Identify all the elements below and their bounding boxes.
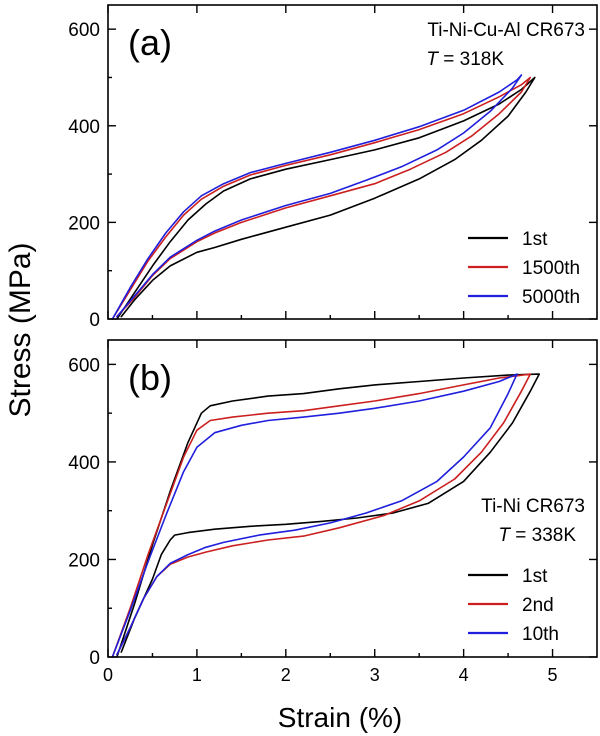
panel-a-legend-label-5000th: 5000th bbox=[522, 287, 580, 308]
panel-b-y-tick-label: 400 bbox=[68, 453, 100, 474]
panel-b-legend-label-2nd: 2nd bbox=[522, 595, 554, 616]
panel-b-legend: 1st 2nd 10th bbox=[468, 566, 559, 645]
panel-a-legend: 1st 1500th 5000th bbox=[468, 229, 580, 308]
panel-b-label: (b) bbox=[128, 357, 172, 398]
panel-b-y-tick-label: 600 bbox=[68, 355, 100, 376]
panel-b-frame bbox=[107, 339, 598, 658]
panel-a-legend-label-1500th: 1500th bbox=[522, 258, 580, 279]
panel-b-y-tick-label: 200 bbox=[68, 550, 100, 571]
panel-a-series-5000th-line bbox=[111, 74, 523, 320]
panel-a-label: (a) bbox=[128, 22, 172, 63]
panel-b-x-tick-label: 4 bbox=[459, 665, 469, 685]
panel-b-x-tick-label: 0 bbox=[103, 665, 113, 685]
panel-a-y-tick-label: 0 bbox=[89, 310, 100, 331]
panel-a: 0 200 400 600 (a) Ti-Ni-Cu-Al CR673 T = 318… bbox=[68, 4, 598, 331]
panel-a-y-tick-label: 400 bbox=[68, 117, 100, 138]
panel-b-annotation-line-2: T = 338K bbox=[498, 525, 576, 546]
panel-b-plot-area: 0 1 2 3 4 5 0 200 400 600 bbox=[68, 340, 597, 685]
x-axis-label: Strain (%) bbox=[278, 702, 402, 733]
panel-a-annotation-line-1: Ti-Ni-Cu-Al CR673 bbox=[427, 20, 585, 41]
panel-b: 0 1 2 3 4 5 0 200 400 600 (b) Ti-Ni CR673 T = 338… bbox=[68, 339, 598, 685]
panel-b-x-tick-label: 3 bbox=[370, 665, 380, 685]
panel-a-series-1st-line bbox=[116, 76, 536, 320]
panel-b-x-tick-label: 1 bbox=[192, 665, 202, 685]
panel-a-annotation-line-2: T = 318K bbox=[426, 49, 504, 70]
panel-b-legend-label-10th: 10th bbox=[522, 624, 559, 645]
panel-b-annotation-line-1: Ti-Ni CR673 bbox=[481, 496, 585, 517]
panel-b-series-2nd-line bbox=[111, 373, 532, 658]
panel-a-y-tick-label: 600 bbox=[68, 20, 100, 41]
panel-b-legend-label-1st: 1st bbox=[522, 566, 548, 587]
panel-b-series-1st-line bbox=[116, 373, 541, 658]
panel-b-x-tick-label: 5 bbox=[548, 665, 558, 685]
panel-b-y-tick-label: 0 bbox=[89, 648, 100, 669]
panel-b-series-10th-line bbox=[111, 373, 518, 658]
panel-a-plot-area: 0 200 400 600 bbox=[68, 5, 597, 331]
panel-a-series-1500th-line bbox=[111, 76, 532, 320]
panel-a-frame bbox=[107, 4, 598, 320]
y-axis-label: Stress (MPa) bbox=[4, 242, 37, 417]
panel-a-y-tick-label: 200 bbox=[68, 213, 100, 234]
panel-b-x-tick-label: 2 bbox=[281, 665, 291, 685]
panel-a-legend-label-1st: 1st bbox=[522, 229, 548, 250]
